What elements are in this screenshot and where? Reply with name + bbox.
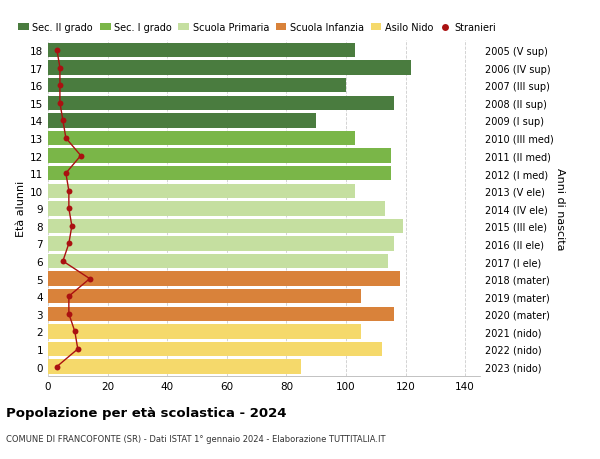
Bar [48, 342, 382, 356]
Point [70, 328, 80, 336]
Bar [48, 131, 355, 146]
Bar [48, 79, 346, 93]
Bar [48, 96, 394, 111]
Point [64, 205, 74, 213]
Bar [48, 44, 355, 58]
Y-axis label: Anni di nascita: Anni di nascita [555, 168, 565, 250]
Bar [48, 254, 388, 269]
Bar [48, 114, 316, 129]
Point [61, 170, 71, 178]
Bar [48, 307, 394, 321]
Point [52, 363, 62, 370]
Bar [48, 149, 391, 163]
Legend: Sec. II grado, Sec. I grado, Scuola Primaria, Scuola Infanzia, Asilo Nido, Stran: Sec. II grado, Sec. I grado, Scuola Prim… [19, 23, 496, 33]
Point [64, 188, 74, 195]
Point [55, 82, 65, 90]
Text: Popolazione per età scolastica - 2024: Popolazione per età scolastica - 2024 [6, 406, 287, 419]
Point [73, 346, 83, 353]
Bar [48, 62, 412, 76]
Bar [48, 237, 394, 251]
Point [52, 47, 62, 55]
Point [61, 135, 71, 142]
Bar [48, 359, 301, 374]
Bar [48, 184, 355, 198]
Point [67, 223, 77, 230]
Point [58, 258, 68, 265]
Bar [48, 289, 361, 304]
Bar [48, 272, 400, 286]
Bar [48, 202, 385, 216]
Point [55, 65, 65, 72]
Y-axis label: Età alunni: Età alunni [16, 181, 26, 237]
Point [55, 100, 65, 107]
Point [64, 240, 74, 247]
Point [76, 152, 86, 160]
Point [64, 293, 74, 300]
Point [85, 275, 95, 283]
Bar [48, 167, 391, 181]
Point [58, 118, 68, 125]
Bar [48, 219, 403, 234]
Bar [48, 325, 361, 339]
Point [64, 310, 74, 318]
Text: COMUNE DI FRANCOFONTE (SR) - Dati ISTAT 1° gennaio 2024 - Elaborazione TUTTITALI: COMUNE DI FRANCOFONTE (SR) - Dati ISTAT … [6, 434, 386, 443]
